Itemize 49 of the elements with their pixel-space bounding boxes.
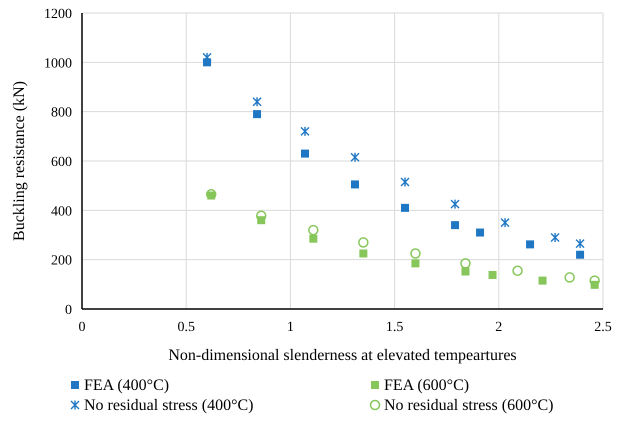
point bbox=[538, 276, 547, 285]
point bbox=[460, 258, 471, 269]
legend-label: FEA (600°C) bbox=[384, 377, 470, 394]
point bbox=[410, 248, 421, 259]
y-tick-label: 400 bbox=[51, 204, 72, 220]
y-tick-label: 600 bbox=[51, 155, 72, 170]
point bbox=[564, 272, 575, 283]
point bbox=[461, 268, 470, 276]
point bbox=[451, 221, 460, 230]
point bbox=[526, 240, 534, 248]
legend-label: FEA (400°C) bbox=[84, 377, 170, 394]
y-tick-label: 1200 bbox=[44, 7, 72, 22]
point bbox=[308, 224, 319, 236]
point bbox=[300, 126, 310, 137]
y-tick-label: 1000 bbox=[44, 56, 72, 72]
point bbox=[401, 204, 410, 212]
point bbox=[500, 217, 510, 228]
point bbox=[575, 238, 585, 249]
point bbox=[350, 152, 360, 162]
point bbox=[300, 150, 309, 158]
point bbox=[589, 275, 600, 286]
point bbox=[358, 237, 369, 248]
y-tick-label: 800 bbox=[51, 106, 72, 121]
x-tick-label: 2.5 bbox=[594, 320, 612, 335]
y-axis-title: Buckling resistance (kN) bbox=[11, 81, 28, 241]
point bbox=[359, 250, 368, 258]
point bbox=[476, 228, 484, 237]
x-tick-label: 0.5 bbox=[177, 320, 195, 335]
y-tick-label: 200 bbox=[51, 254, 72, 269]
point bbox=[488, 270, 497, 279]
point bbox=[450, 198, 460, 210]
legend-label: No residual stress (600°C) bbox=[384, 397, 554, 414]
x-tick-label: 1.5 bbox=[386, 320, 404, 335]
point bbox=[252, 96, 262, 107]
point bbox=[253, 110, 262, 118]
legend-label: No residual stress (400°C) bbox=[84, 397, 254, 414]
point bbox=[550, 232, 560, 243]
point bbox=[411, 259, 420, 268]
point bbox=[309, 234, 318, 243]
point bbox=[202, 52, 212, 63]
point bbox=[512, 266, 523, 276]
y-tick-label: 0 bbox=[65, 303, 72, 318]
point bbox=[400, 176, 410, 188]
x-tick-label: 0 bbox=[78, 320, 86, 335]
point bbox=[351, 180, 360, 188]
point bbox=[576, 250, 584, 259]
x-tick-label: 1 bbox=[286, 320, 294, 335]
x-tick-label: 2 bbox=[495, 320, 502, 335]
x-axis-title: Non-dimensional slenderness at elevated tempeartures bbox=[168, 347, 517, 364]
